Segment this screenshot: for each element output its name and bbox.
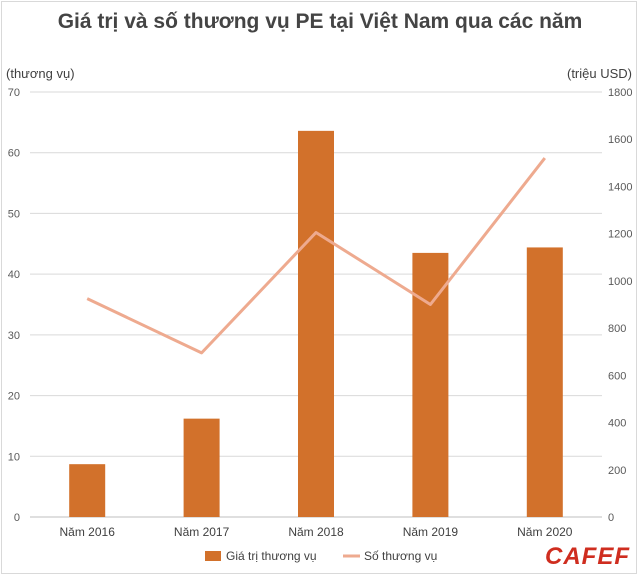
right-tick-label: 1600 <box>608 134 632 146</box>
category-label: Năm 2016 <box>60 525 116 539</box>
left-axis-unit-label: (thương vụ) <box>6 66 75 81</box>
left-tick-label: 60 <box>8 148 20 160</box>
category-label: Năm 2017 <box>174 525 230 539</box>
legend-label-line: Số thương vụ <box>364 549 437 563</box>
left-tick-label: 30 <box>8 330 20 342</box>
left-tick-label: 20 <box>8 391 20 403</box>
category-label: Năm 2020 <box>517 525 573 539</box>
left-tick-label: 50 <box>8 208 20 220</box>
right-tick-label: 0 <box>608 512 614 524</box>
left-tick-label: 10 <box>8 451 20 463</box>
chart-title: Giá trị và số thương vụ PE tại Việt Nam … <box>57 10 583 33</box>
right-tick-label: 1400 <box>608 181 632 193</box>
right-tick-label: 600 <box>608 370 626 382</box>
right-tick-label: 1000 <box>608 276 632 288</box>
right-tick-label: 1200 <box>608 229 632 241</box>
left-tick-label: 0 <box>14 512 20 524</box>
bar-5 <box>526 247 563 517</box>
right-axis-unit-label: (triệu USD) <box>566 66 632 81</box>
bar-4 <box>412 252 449 517</box>
left-tick-label: 40 <box>8 269 20 281</box>
right-tick-label: 400 <box>608 418 626 430</box>
left-tick-label: 70 <box>8 87 20 99</box>
legend-label-bar: Giá trị thương vụ <box>226 549 317 563</box>
right-tick-label: 200 <box>608 465 626 477</box>
legend-swatch-bar <box>205 551 221 561</box>
right-tick-label: 1800 <box>608 87 632 99</box>
bar-2 <box>183 418 220 517</box>
category-label: Năm 2018 <box>288 525 344 539</box>
bar-3 <box>298 130 334 517</box>
cafef-logo: CAFEF <box>545 543 630 570</box>
category-label: Năm 2019 <box>403 525 459 539</box>
right-tick-label: 800 <box>608 323 626 335</box>
bar-1 <box>69 464 106 517</box>
